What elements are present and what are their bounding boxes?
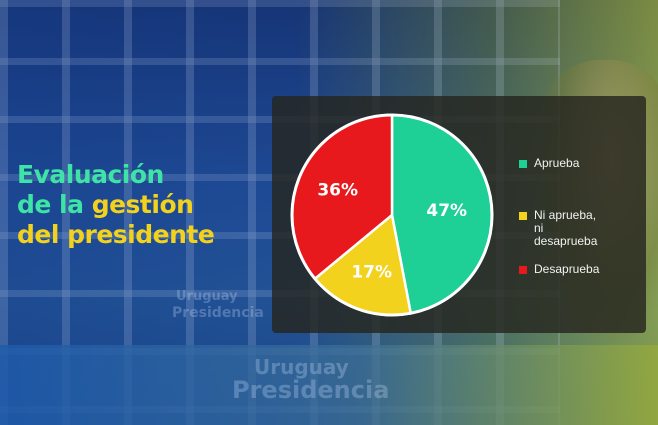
legend-label-desaprueba: Desaprueba — [534, 262, 600, 276]
sign-text-large-2: Presidencia — [232, 376, 390, 404]
page-title: Evaluación de la gestión del presidente — [17, 160, 215, 250]
pie-chart: 47% 17% 36% — [290, 113, 494, 317]
sign-text-small-1: Uruguay — [176, 289, 238, 304]
legend-swatch-ni-aprueba-ni-desaprueba — [519, 212, 527, 220]
legend-item-aprueba: Aprueba — [519, 157, 579, 170]
title-line-1: Evaluación — [17, 160, 164, 189]
legend-label-aprueba: Aprueba — [534, 156, 580, 170]
title-line-2-b: gestión — [91, 190, 194, 219]
data-label-aprueba: 47% — [426, 201, 467, 221]
legend-swatch-desaprueba — [519, 266, 527, 274]
data-label-desaprueba: 36% — [317, 180, 358, 200]
sign-text-small-2: Presidencia — [172, 305, 264, 321]
title-line-3: del presidente — [17, 220, 215, 249]
sign-text-large-1: Uruguay — [254, 355, 349, 379]
pie-outline — [290, 113, 494, 317]
legend-item-ni-aprueba-ni-desaprueba: Ni aprueba, ni desaprueba — [519, 209, 597, 248]
legend-label-ni-aprueba-ni-desaprueba: Ni aprueba, ni desaprueba — [534, 208, 598, 248]
legend-item-desaprueba: Desaprueba — [519, 263, 599, 276]
legend-swatch-aprueba — [519, 160, 527, 168]
data-label-ni-aprueba-ni-desaprueba: 17% — [351, 262, 392, 282]
title-line-2-a: de la — [17, 190, 92, 219]
building-base — [0, 345, 658, 425]
